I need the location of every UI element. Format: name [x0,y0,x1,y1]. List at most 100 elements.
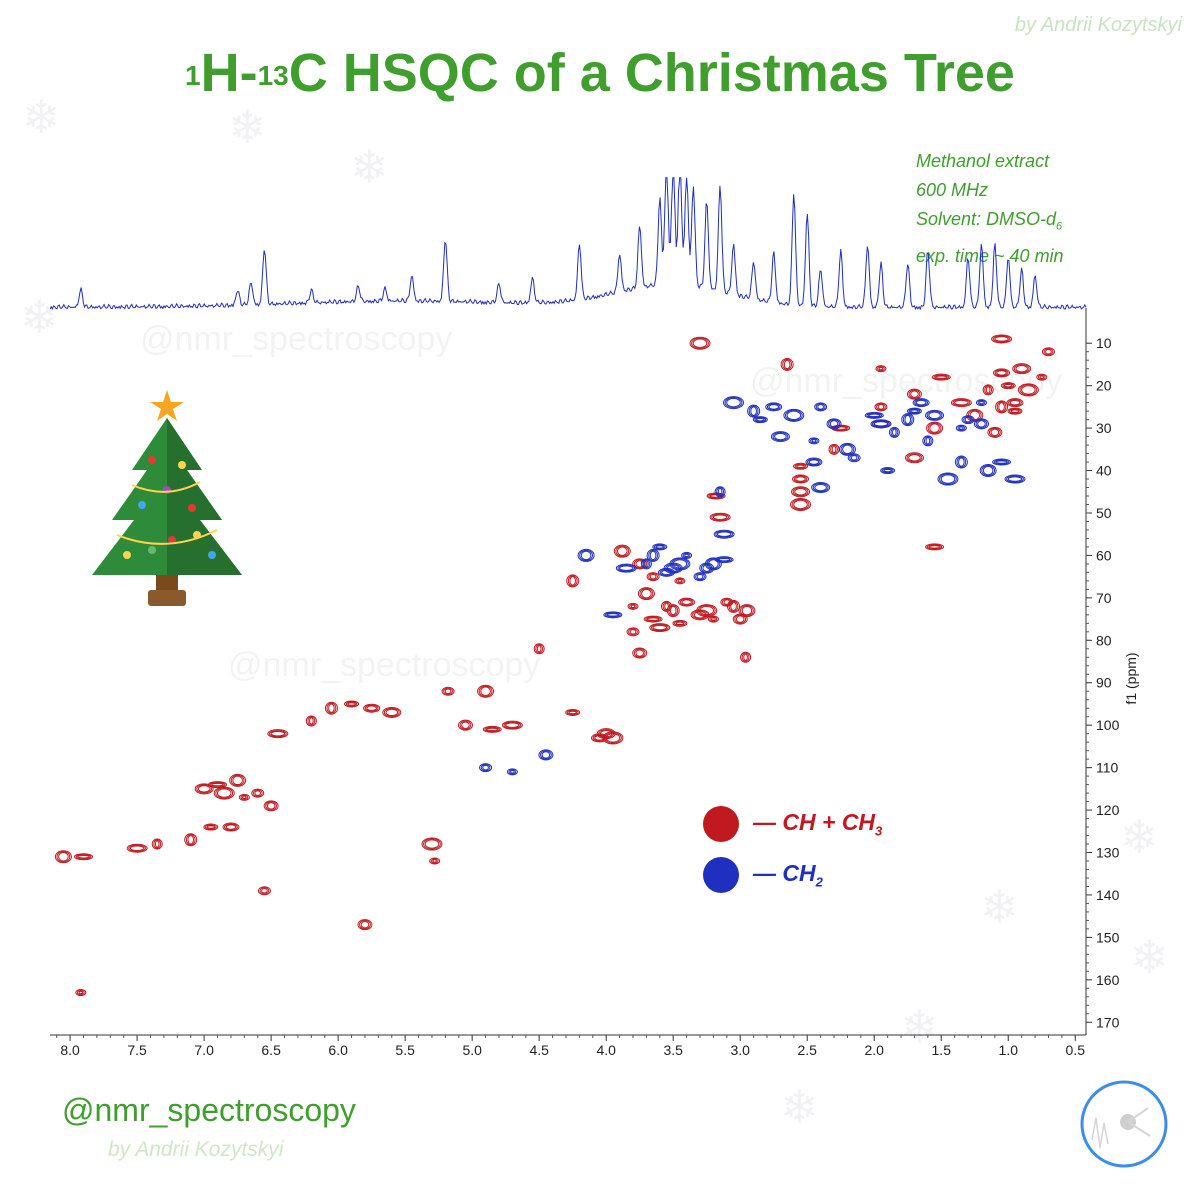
contour-ring [617,564,636,572]
contour-ring [969,410,981,421]
peak-ch-ch3 [54,850,72,864]
contour-ring [988,427,1001,437]
x-tick-label: 3.0 [730,1042,750,1058]
contour-ring [752,416,768,424]
contour-ring [672,559,688,569]
contour-ring [877,366,885,372]
contour-ring [747,404,761,418]
contour-ring [674,577,686,585]
y-tick-label: 140 [1096,887,1120,903]
contour-ring [579,549,593,562]
contour-ring [783,359,791,370]
contour-ring [993,368,1011,378]
peak-ch2 [747,404,761,418]
contour-ring [734,614,747,624]
contour-ring [910,390,919,398]
contour-ring [937,472,959,486]
contour-ring [216,788,232,798]
contour-ring [790,497,812,511]
contour-ring [1015,364,1028,373]
contour-ring [791,498,810,511]
contour-ring [814,483,827,492]
contour-ring [632,647,648,659]
contour-ring [671,558,689,570]
contour-ring [650,623,669,632]
contour-ring [309,717,314,725]
contour-ring [382,706,402,718]
snowflake-icon: ❄ [350,140,389,194]
contour-ring [880,467,896,475]
contour-ring [926,410,943,420]
contour-ring [305,715,317,727]
contour-ring [510,770,515,774]
peak-ch-ch3 [194,783,214,795]
contour-ring [814,402,828,412]
contour-ring [933,374,950,380]
contour-ring [675,621,685,626]
legend-ch-label: — CH + CH3 [753,809,883,839]
contour-ring [668,604,679,617]
contour-ring [385,708,399,717]
contour-ring [735,615,745,623]
contour-ring [977,400,986,406]
contour-ring [926,421,944,435]
contour-ring [717,557,731,562]
peak-ch-ch3 [874,402,888,412]
contour-ring [977,420,986,428]
peak-ch-ch3 [74,853,94,861]
contour-ring [669,557,691,571]
contour-ring [78,990,84,995]
contour-ring [981,464,996,477]
contour-ring [959,426,964,430]
contour-ring [1008,399,1022,407]
contour-ring [695,573,705,581]
contour-ring [1037,374,1046,380]
contour-ring [812,482,829,493]
peak-ch2 [770,431,790,443]
contour-ring [716,487,725,497]
contour-ring [964,416,972,423]
contour-ring [328,703,335,713]
x-tick-label: 7.5 [127,1042,147,1058]
contour-ring [699,605,715,616]
peak-ch-ch3 [263,800,279,812]
contour-ring [566,574,580,588]
byline-top: by Andrii Kozytskyi [1014,14,1182,36]
y-tick-label: 120 [1096,802,1120,818]
contour-ring [503,721,522,729]
contour-ring [535,644,544,654]
y-axis-label: f1 (ppm) [1123,652,1139,704]
contour-ring [649,573,657,580]
contour-ring [770,431,790,443]
snowflake-icon: ❄ [228,100,267,154]
contour-ring [934,375,948,379]
contour-ring [347,702,356,706]
snowflake-icon: ❄ [20,290,59,344]
peak-ch2 [652,543,668,551]
contour-ring [429,857,441,865]
contour-ring [954,399,969,406]
peak-ch-ch3 [674,577,686,585]
footer-handle[interactable]: @nmr_spectroscopy [62,1092,356,1128]
contour-ring [345,701,358,707]
contour-ring [56,851,71,863]
contour-ring [697,604,716,617]
contour-ring [252,789,263,797]
contour-ring [684,553,689,558]
peak-ch-ch3 [222,822,240,832]
contour-ring [128,844,147,852]
contour-ring [998,402,1005,412]
contour-ring [580,550,592,561]
y-tick-label: 100 [1096,717,1120,733]
y-tick-label: 170 [1096,1014,1120,1030]
contour-ring [606,613,620,617]
peak-ch-ch3 [75,989,87,997]
contour-ring [678,597,696,607]
contour-ring [541,751,551,759]
contour-ring [229,773,247,787]
contour-ring [908,454,921,462]
watermark: @nmr_spectroscopy [228,646,541,684]
contour-ring [805,457,823,467]
contour-ring [811,482,831,494]
contour-ring [649,550,657,561]
